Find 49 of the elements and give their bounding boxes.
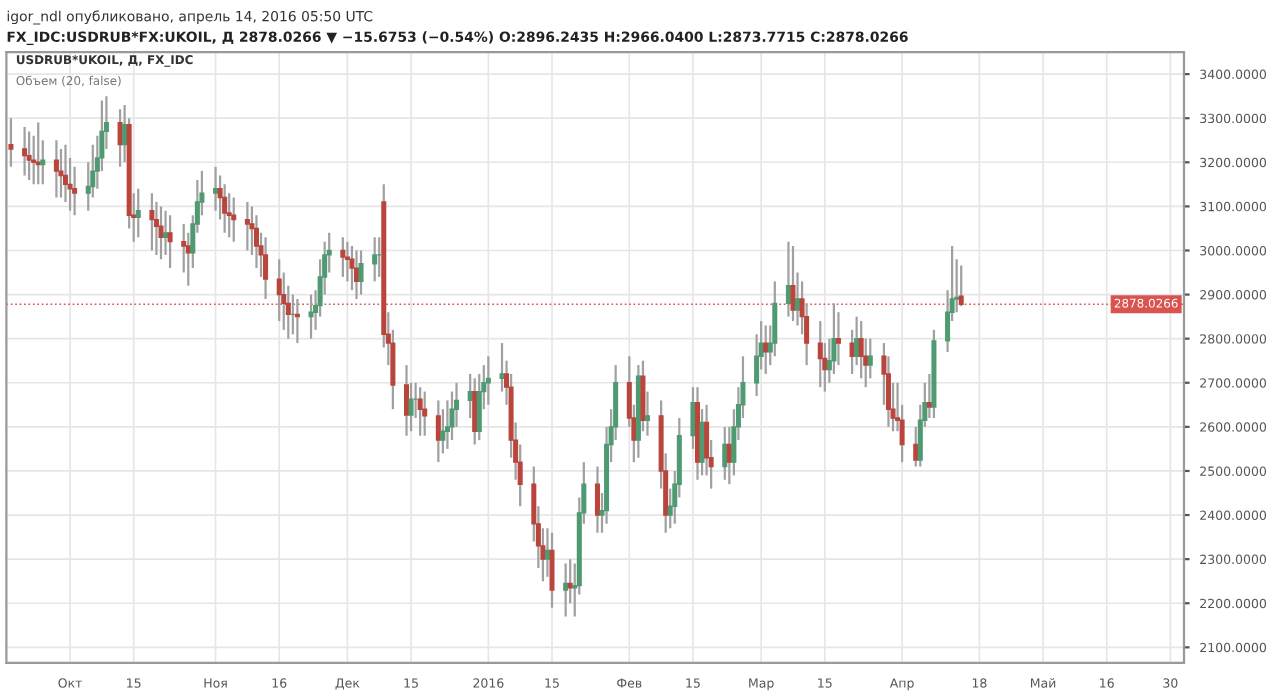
candlestick bbox=[549, 531, 555, 609]
candlestick bbox=[440, 408, 446, 455]
candlestick bbox=[476, 372, 482, 442]
candlestick bbox=[817, 319, 823, 389]
candlestick bbox=[167, 214, 173, 270]
candlestick bbox=[294, 297, 300, 345]
candlestick bbox=[831, 302, 837, 376]
candlestick bbox=[135, 187, 141, 239]
candlestick bbox=[22, 125, 28, 177]
candlestick bbox=[763, 324, 769, 376]
candlestick bbox=[149, 192, 155, 252]
candlestick bbox=[263, 236, 269, 301]
candlestick bbox=[435, 399, 441, 464]
candlestick bbox=[417, 386, 423, 437]
candlestick bbox=[222, 183, 228, 234]
candlestick bbox=[231, 196, 237, 243]
candlestick bbox=[772, 280, 778, 358]
candlestick bbox=[485, 355, 491, 406]
candlestick bbox=[62, 143, 69, 204]
candlestick bbox=[158, 205, 164, 261]
candlestick bbox=[722, 425, 728, 481]
candlestick bbox=[563, 562, 569, 618]
candlestick bbox=[858, 319, 864, 380]
candlestick bbox=[449, 390, 455, 442]
candlestick bbox=[153, 200, 159, 256]
candlestick bbox=[422, 390, 428, 437]
candlestick bbox=[213, 165, 219, 212]
candlestick bbox=[867, 337, 873, 380]
candlestick bbox=[353, 249, 360, 301]
candlestick bbox=[276, 258, 282, 323]
candlestick bbox=[835, 311, 841, 367]
candlestick bbox=[594, 465, 600, 534]
candlestick bbox=[340, 236, 346, 279]
candlestick bbox=[344, 240, 350, 283]
candlestick bbox=[72, 165, 78, 217]
candlestick bbox=[958, 264, 964, 308]
candlestick bbox=[53, 139, 59, 199]
candlestick bbox=[372, 236, 378, 283]
candlestick bbox=[472, 377, 478, 446]
candlestick bbox=[790, 244, 796, 323]
candlestick bbox=[358, 249, 364, 296]
candlestick bbox=[244, 200, 250, 252]
candlestick bbox=[253, 214, 259, 270]
candlestick bbox=[58, 147, 64, 199]
candlestick bbox=[349, 244, 355, 292]
candlestick bbox=[444, 399, 450, 451]
candlestick bbox=[403, 364, 410, 437]
candlestick bbox=[226, 192, 232, 239]
candlestick bbox=[26, 130, 32, 182]
